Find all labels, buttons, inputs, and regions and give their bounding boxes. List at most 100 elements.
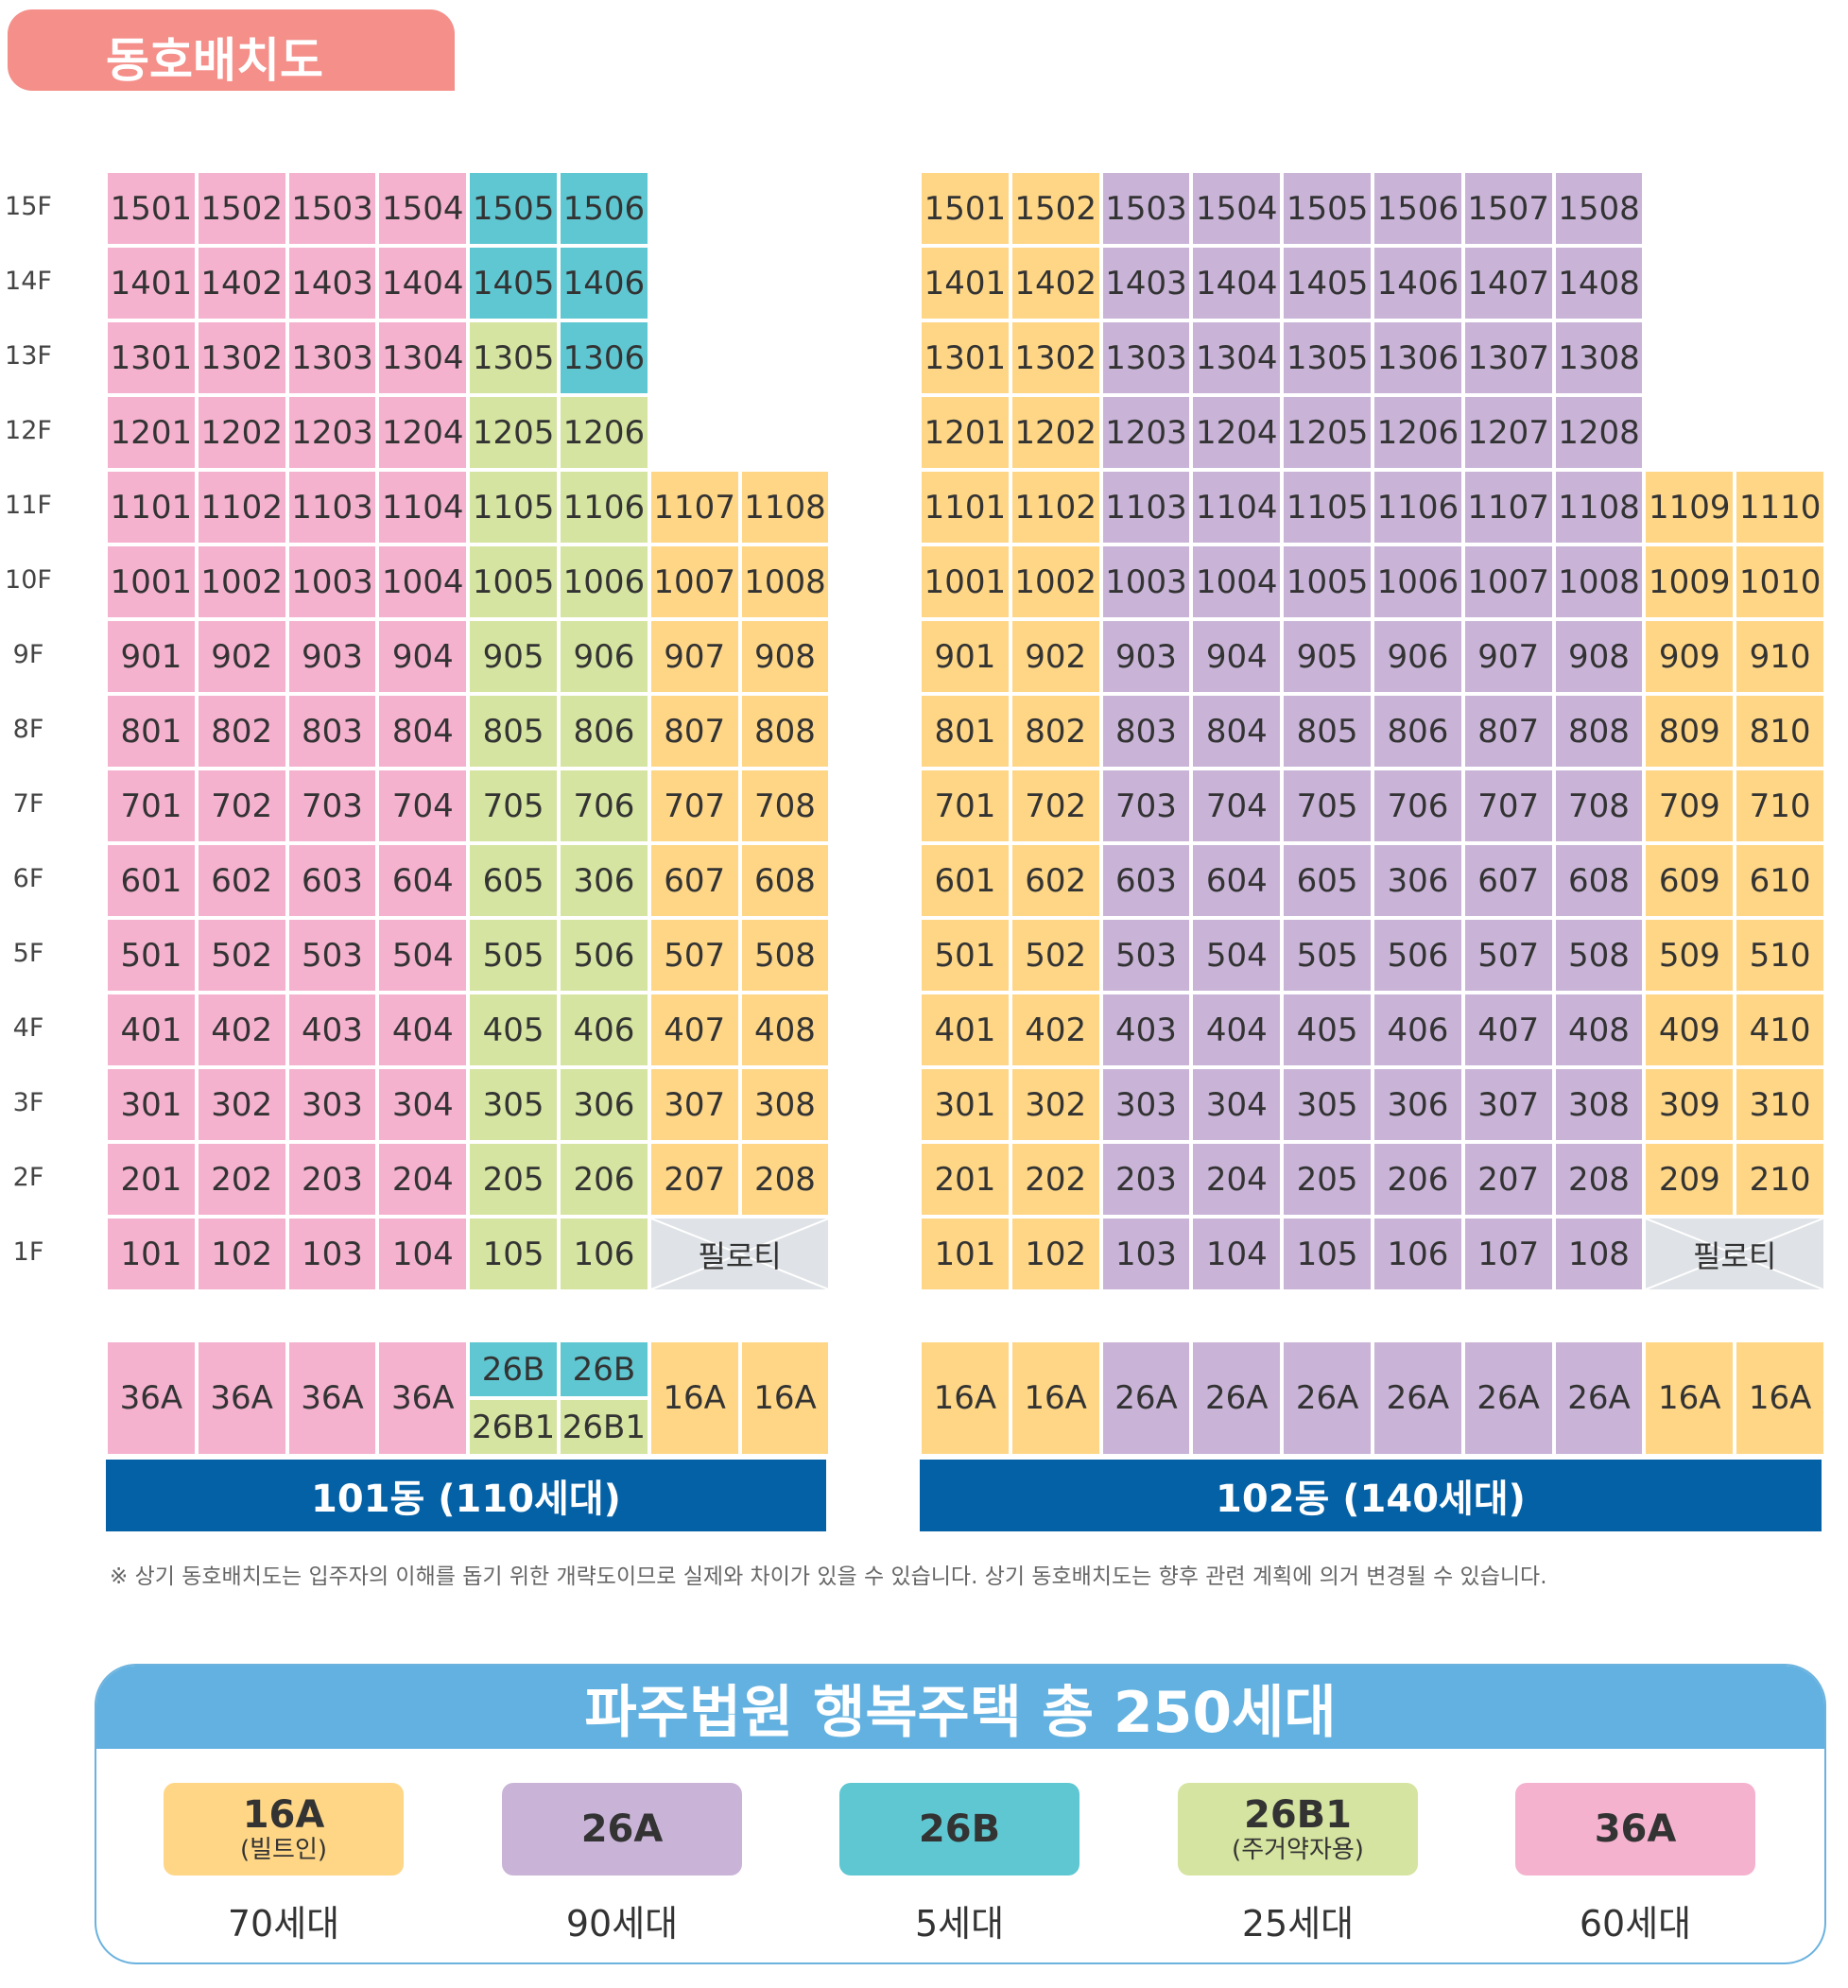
unit-cell: 1008 (739, 545, 831, 619)
unit-cell: 504 (1191, 918, 1283, 993)
unit-cell: 805 (468, 694, 559, 769)
unit-cell: 104 (377, 1217, 469, 1291)
floor-label: 6F (12, 864, 44, 893)
unit-cell: 510 (1735, 918, 1825, 993)
unit-cell: 1306 (1373, 320, 1463, 395)
legend-count: 70세대 (227, 1903, 340, 1945)
unit-cell: 204 (1191, 1142, 1283, 1217)
unit-cell: 904 (377, 619, 469, 694)
unit-cell: 1007 (1462, 545, 1554, 619)
unit-cell: 708 (739, 769, 831, 843)
unit-cell: 909 (1644, 619, 1736, 694)
unit-cell: 1203 (286, 395, 378, 470)
unit-cell: 205 (468, 1142, 559, 1217)
unit-cell: 1508 (1553, 171, 1645, 246)
unit-cell: 203 (1100, 1142, 1192, 1217)
unit-cell: 806 (559, 694, 649, 769)
unit-cell: 1202 (1010, 395, 1101, 470)
unit-cell: 1507 (1462, 171, 1554, 246)
unit-cell: 106 (559, 1217, 649, 1291)
unit-cell: 1001 (920, 545, 1010, 619)
unit-cell: 107 (1462, 1217, 1554, 1291)
unit-cell: 1308 (1553, 320, 1645, 395)
unit-cell: 702 (196, 769, 287, 843)
unit-cell: 1403 (1100, 246, 1192, 320)
unit-cell: 1302 (196, 320, 287, 395)
unit-cell: 305 (1282, 1067, 1373, 1142)
unit-cell: 303 (286, 1067, 378, 1142)
unit-cell: 1501 (920, 171, 1010, 246)
unit-cell: 303 (1100, 1067, 1192, 1142)
unit-cell: 304 (1191, 1067, 1283, 1142)
unit-type-cell: 36A (196, 1340, 287, 1456)
unit-cell: 309 (1644, 1067, 1736, 1142)
unit-cell: 1403 (286, 246, 378, 320)
unit-cell: 504 (377, 918, 469, 993)
unit-cell: 701 (920, 769, 1010, 843)
unit-cell: 102 (1010, 1217, 1101, 1291)
unit-cell: 1204 (1191, 395, 1283, 470)
unit-cell: 210 (1735, 1142, 1825, 1217)
unit-cell: 902 (196, 619, 287, 694)
unit-cell: 1007 (648, 545, 740, 619)
unit-cell: 403 (286, 993, 378, 1067)
unit-cell: 603 (286, 843, 378, 918)
unit-cell: 1107 (1462, 470, 1554, 545)
unit-cell: 502 (196, 918, 287, 993)
unit-cell: 804 (377, 694, 469, 769)
unit-cell: 709 (1644, 769, 1736, 843)
unit-type-cell: 26A (1462, 1340, 1554, 1456)
unit-type-cell: 36A (286, 1340, 378, 1456)
unit-cell: 101 (106, 1217, 197, 1291)
unit-cell: 207 (648, 1142, 740, 1217)
unit-type-cell: 26A (1100, 1340, 1192, 1456)
unit-cell: 607 (1462, 843, 1554, 918)
unit-cell: 1206 (1373, 395, 1463, 470)
unit-cell: 809 (1644, 694, 1736, 769)
unit-cell: 706 (1373, 769, 1463, 843)
legend-chip-26b1: 26B1 (주거약자용) (1178, 1783, 1418, 1876)
unit-cell: 508 (1553, 918, 1645, 993)
unit-cell: 808 (1553, 694, 1645, 769)
unit-cell: 402 (1010, 993, 1101, 1067)
unit-cell: 1101 (106, 470, 197, 545)
unit-cell: 206 (1373, 1142, 1463, 1217)
unit-cell: 508 (739, 918, 831, 993)
unit-type-cell: 16A (739, 1340, 831, 1456)
unit-cell: 1305 (468, 320, 559, 395)
unit-cell: 404 (377, 993, 469, 1067)
unit-cell: 1106 (559, 470, 649, 545)
unit-cell: 1206 (559, 395, 649, 470)
unit-cell: 1003 (1100, 545, 1192, 619)
unit-cell: 1502 (196, 171, 287, 246)
unit-cell: 106 (1373, 1217, 1463, 1291)
unit-cell: 1008 (1553, 545, 1645, 619)
unit-cell: 701 (106, 769, 197, 843)
unit-cell: 1201 (920, 395, 1010, 470)
unit-cell: 407 (1462, 993, 1554, 1067)
unit-cell: 1104 (1191, 470, 1283, 545)
unit-cell: 1401 (920, 246, 1010, 320)
legend-count: 60세대 (1579, 1903, 1692, 1945)
unit-cell: 406 (1373, 993, 1463, 1067)
unit-cell: 1305 (1282, 320, 1373, 395)
unit-cell: 607 (648, 843, 740, 918)
unit-cell: 1406 (1373, 246, 1463, 320)
unit-cell: 608 (739, 843, 831, 918)
unit-cell: 409 (1644, 993, 1736, 1067)
unit-cell: 310 (1735, 1067, 1825, 1142)
unit-cell: 805 (1282, 694, 1373, 769)
unit-cell: 1407 (1462, 246, 1554, 320)
unit-type-cell: 16A (920, 1340, 1010, 1456)
legend-type-name: 26A (580, 1807, 664, 1851)
unit-cell: 506 (1373, 918, 1463, 993)
unit-cell: 605 (1282, 843, 1373, 918)
unit-type-cell: 26B1 (468, 1398, 559, 1456)
unit-cell: 1109 (1644, 470, 1736, 545)
unit-cell: 908 (739, 619, 831, 694)
unit-cell: 1505 (1282, 171, 1373, 246)
floor-label: 10F (5, 565, 52, 595)
unit-cell: 401 (106, 993, 197, 1067)
unit-cell: 502 (1010, 918, 1101, 993)
legend-chip-36a: 36A (1515, 1783, 1755, 1876)
